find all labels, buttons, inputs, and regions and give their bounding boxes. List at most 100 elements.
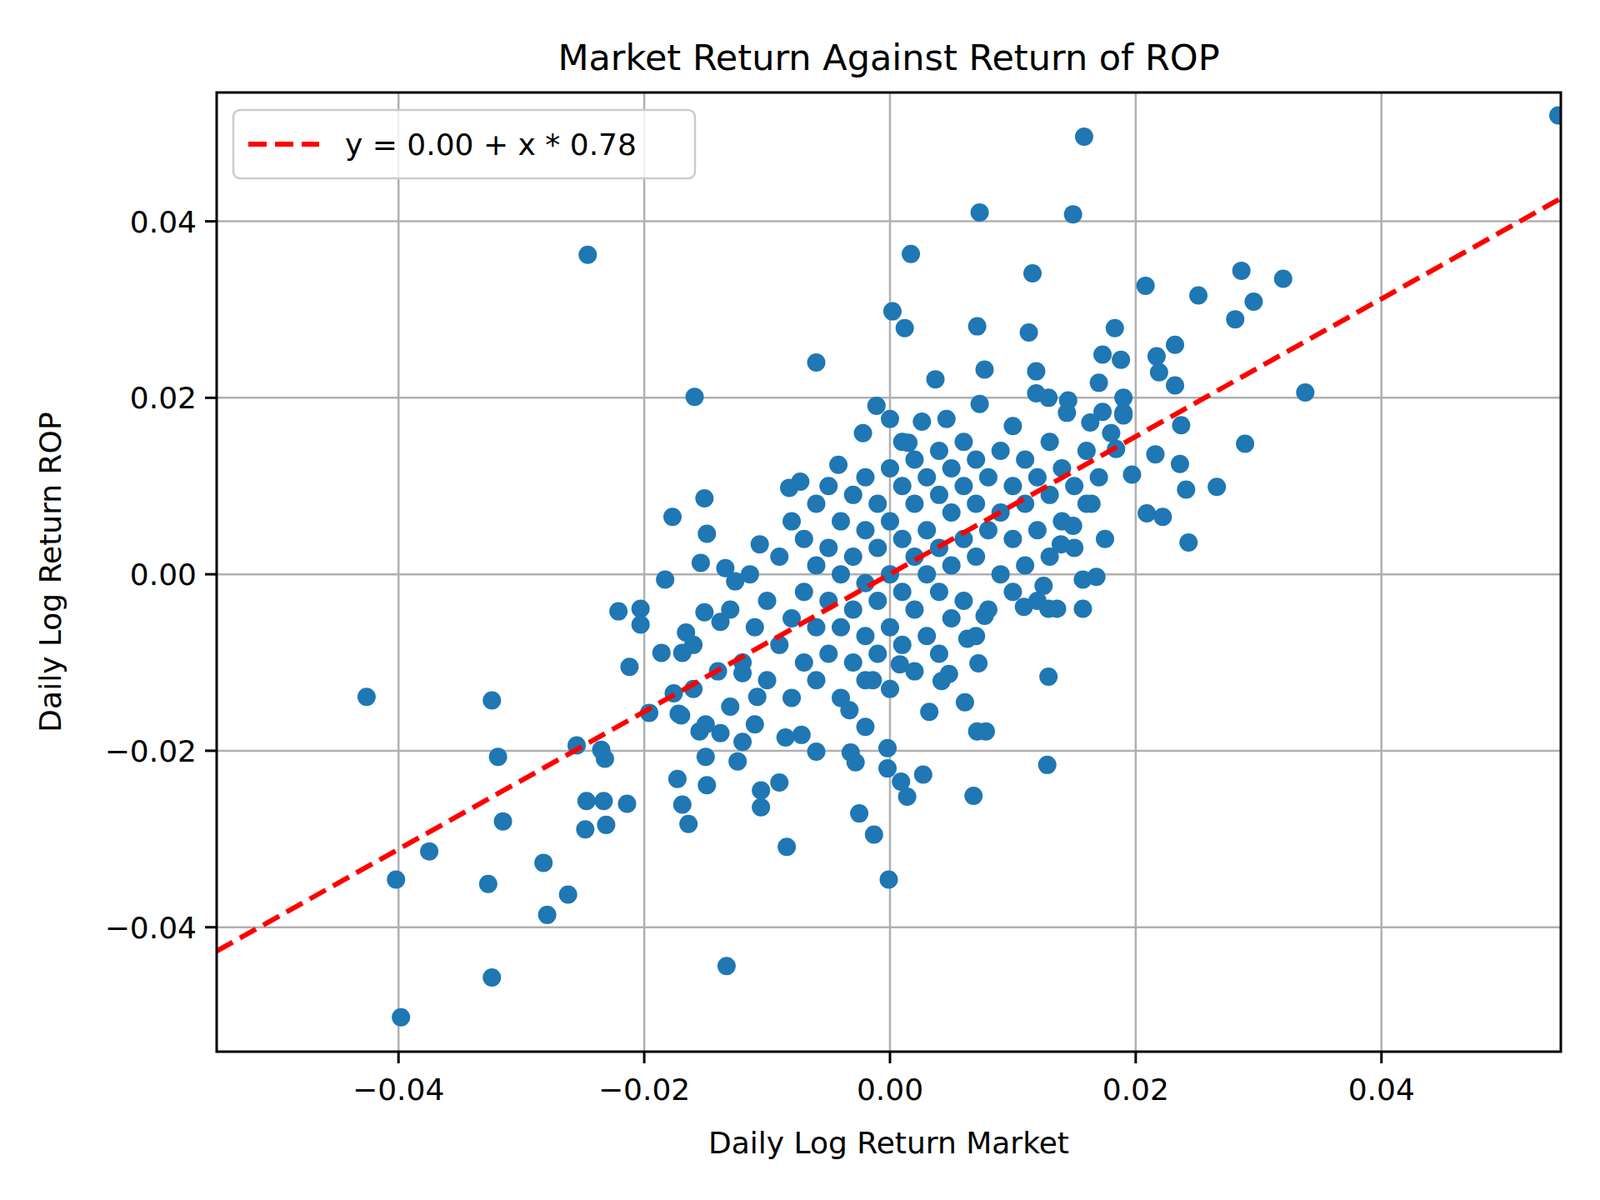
point [930, 485, 949, 505]
point [807, 353, 826, 372]
point [697, 775, 716, 795]
point [782, 512, 801, 531]
y-label: Daily Log Return ROP [33, 411, 68, 732]
tick [888, 1051, 891, 1064]
point [976, 722, 995, 741]
point [671, 706, 690, 725]
point [1145, 445, 1165, 464]
point [748, 687, 767, 706]
point [750, 535, 770, 554]
point [1077, 494, 1096, 513]
point [728, 752, 747, 771]
tick [205, 925, 217, 929]
point [969, 654, 988, 673]
legend-swatch [248, 141, 320, 147]
point [1090, 468, 1109, 487]
point [954, 591, 973, 610]
point [1171, 415, 1190, 435]
tick-label: 0.02 [130, 380, 197, 415]
point [1244, 292, 1263, 311]
point [1023, 264, 1042, 283]
point [1093, 402, 1112, 421]
point [1040, 432, 1060, 451]
point [596, 815, 615, 835]
point [1114, 406, 1133, 425]
grid [216, 92, 1561, 1052]
point [1073, 599, 1092, 618]
point [930, 644, 949, 663]
point [855, 626, 875, 645]
point [991, 565, 1010, 584]
point [795, 582, 814, 601]
point [917, 565, 936, 584]
point [1003, 416, 1022, 435]
tick [1134, 1051, 1137, 1064]
point [878, 739, 897, 758]
grid-line [216, 396, 1561, 400]
point [920, 702, 939, 721]
point [831, 512, 850, 531]
point [893, 530, 912, 549]
grid-line [216, 925, 1561, 929]
frame [216, 92, 1561, 1052]
point [968, 317, 987, 336]
point [594, 791, 613, 810]
point [1147, 347, 1166, 366]
point [1028, 591, 1047, 610]
point [964, 786, 983, 805]
point [655, 570, 675, 590]
point [1065, 538, 1084, 557]
x-label: Daily Log Return Market [708, 1125, 1070, 1160]
point [479, 875, 498, 894]
point [855, 670, 875, 690]
point [979, 520, 998, 540]
tick [397, 1051, 400, 1064]
point [770, 547, 789, 566]
point [867, 396, 886, 415]
point [1003, 530, 1022, 549]
point [697, 524, 716, 543]
background [0, 0, 1600, 1200]
ticks: −0.04−0.020.000.020.04−0.04−0.020.000.02… [105, 205, 1415, 1107]
point [1179, 533, 1198, 552]
point [942, 609, 961, 628]
point [880, 870, 899, 890]
point [792, 725, 811, 745]
tick-label: 0.04 [1348, 1072, 1415, 1107]
point [1003, 582, 1022, 601]
point [1111, 350, 1130, 370]
point [559, 885, 578, 905]
point [695, 603, 714, 622]
point [631, 615, 650, 635]
point [893, 476, 912, 495]
point [386, 870, 405, 890]
point [819, 644, 838, 663]
point [1015, 556, 1035, 575]
point [1170, 455, 1190, 474]
point [930, 441, 949, 460]
point [751, 781, 770, 800]
point [865, 825, 884, 845]
title: Market Return Against Return of ROP [557, 36, 1220, 79]
point [854, 424, 873, 443]
tick [643, 1051, 646, 1064]
point [850, 804, 869, 823]
point [855, 520, 875, 540]
point [955, 693, 975, 712]
point [538, 905, 557, 925]
point [1075, 127, 1094, 146]
point [1064, 205, 1083, 224]
point [844, 485, 863, 505]
point [930, 582, 949, 601]
point [751, 798, 770, 817]
point [893, 635, 912, 655]
point [893, 432, 912, 451]
point [942, 459, 961, 478]
point [966, 547, 985, 566]
point [679, 815, 698, 834]
tick-label: −0.04 [352, 1072, 445, 1107]
point [1026, 362, 1045, 381]
point [617, 794, 636, 813]
point [954, 432, 973, 451]
point [1122, 465, 1141, 484]
